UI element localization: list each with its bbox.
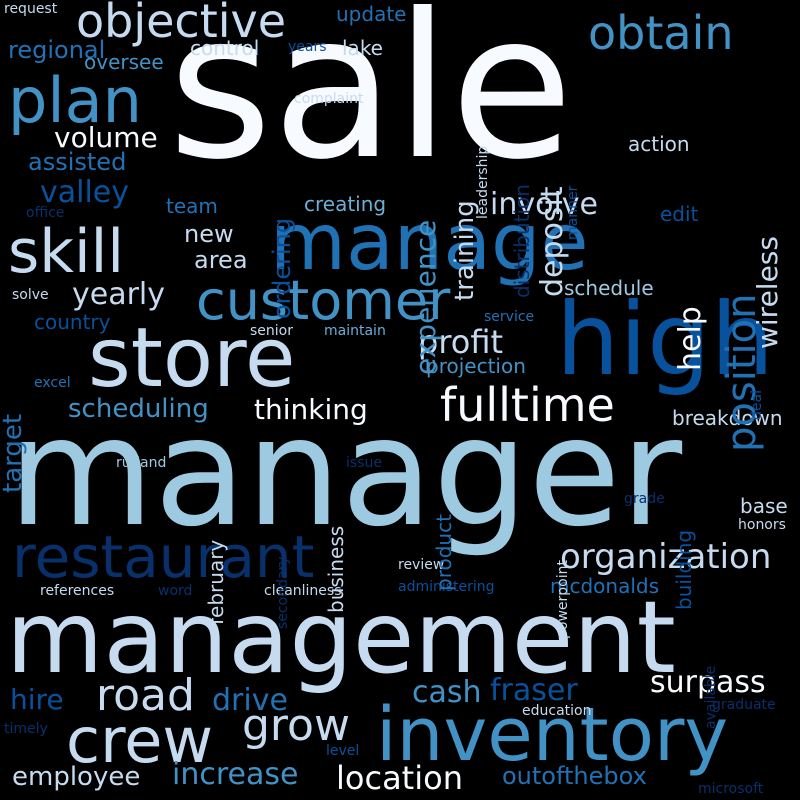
word-yearly: yearly	[72, 277, 166, 312]
word-area: area	[194, 246, 248, 274]
word-education: education	[522, 703, 592, 719]
word-mcdonalds: mcdonalds	[550, 574, 660, 598]
word-leadership: leadership	[475, 145, 491, 219]
word-location: location	[336, 759, 463, 797]
word-experience: experience	[409, 219, 442, 375]
word-office: office	[26, 205, 65, 221]
word-schedule: schedule	[564, 276, 654, 300]
word-store: store	[88, 311, 296, 406]
word-sale: sale	[168, 0, 574, 204]
word-senior: senior	[250, 323, 293, 339]
word-increase: increase	[172, 757, 299, 792]
word-years: years	[288, 39, 327, 55]
word-skill: skill	[8, 217, 125, 287]
word-obtain: obtain	[588, 6, 734, 60]
word-deposit: deposit	[535, 186, 570, 297]
word-fraser: fraser	[490, 673, 578, 708]
word-surpass: surpass	[650, 665, 766, 700]
word-help: help	[673, 306, 708, 371]
word-microsoft: microsoft	[698, 781, 764, 797]
word-distribution: distribution	[510, 184, 534, 298]
word-graduate: graduate	[712, 697, 776, 713]
word-honors: honors	[738, 517, 786, 533]
word-update: update	[336, 2, 407, 26]
word-valley: valley	[40, 175, 130, 210]
word-management: management	[6, 579, 676, 696]
word-new: new	[184, 220, 234, 248]
word-employee: employee	[12, 762, 141, 792]
word-restaurant: restaurant	[12, 523, 315, 591]
word-review: review	[398, 557, 445, 573]
word-level: level	[326, 743, 360, 759]
word-thinking: thinking	[254, 393, 368, 426]
word-team: team	[166, 194, 218, 218]
word-grow: grow	[242, 700, 350, 751]
word-oversee: oversee	[84, 50, 164, 74]
word-product: product	[432, 514, 456, 591]
word-drive: drive	[212, 683, 288, 718]
word-profit: profit	[418, 323, 504, 361]
word-breakdown: breakdown	[672, 406, 783, 430]
word-word: word	[158, 583, 193, 599]
word-involve: involve	[490, 187, 599, 222]
word-crew: crew	[66, 704, 214, 777]
word-fulltime: fulltime	[440, 378, 615, 432]
word-customer: customer	[196, 269, 451, 332]
word-assisted: assisted	[28, 148, 127, 176]
word-grade: grade	[624, 491, 665, 507]
word-plan: plan	[8, 64, 142, 137]
word-objective: objective	[76, 0, 287, 48]
word-timely: timely	[4, 721, 48, 737]
word-action: action	[628, 132, 690, 156]
word-road: road	[96, 670, 195, 721]
word-rutland: rutland	[116, 455, 167, 471]
word-lake: lake	[342, 36, 383, 60]
word-excel: excel	[34, 375, 71, 391]
word-high: high	[556, 281, 775, 398]
word-manager: manager	[8, 386, 683, 560]
word-regional: regional	[8, 36, 106, 64]
word-outofthebox: outofthebox	[502, 762, 647, 790]
word-inventory: inventory	[376, 692, 729, 778]
word-issue: issue	[346, 455, 382, 471]
word-organization: organization	[560, 537, 772, 577]
word-service: service	[484, 309, 535, 325]
word-manage: manage	[270, 198, 589, 288]
word-control: control	[190, 36, 260, 60]
word-business: business	[324, 525, 348, 613]
word-february: february	[204, 539, 228, 625]
word-volume: volume	[54, 121, 158, 154]
word-cash: cash	[412, 675, 482, 710]
word-scheduling: scheduling	[68, 394, 209, 424]
word-request: request	[4, 1, 58, 17]
word-solve: solve	[12, 287, 49, 303]
word-creating: creating	[304, 192, 387, 216]
word-deal: deal	[749, 390, 765, 420]
word-powerpoint: powerpoint	[555, 560, 571, 639]
word-building: building	[672, 529, 696, 610]
word-complaint: complaint	[294, 91, 364, 107]
word-edit: edit	[660, 202, 699, 226]
word-maintain: maintain	[324, 323, 386, 339]
word-country: country	[34, 310, 111, 334]
word-manner: manner	[565, 185, 581, 240]
word-wireless: wireless	[751, 236, 784, 349]
word-hire: hire	[10, 683, 64, 716]
word-secondary: secondary	[275, 556, 291, 629]
word-administering: administering	[398, 579, 495, 595]
word-projection: projection	[426, 354, 526, 378]
word-base: base	[740, 494, 788, 518]
word-ordering: ordering	[268, 217, 296, 319]
word-target: target	[0, 413, 28, 493]
word-references: references	[40, 583, 115, 599]
word-available: available	[703, 665, 719, 729]
word-cleanliness: cleanliness	[264, 583, 342, 599]
